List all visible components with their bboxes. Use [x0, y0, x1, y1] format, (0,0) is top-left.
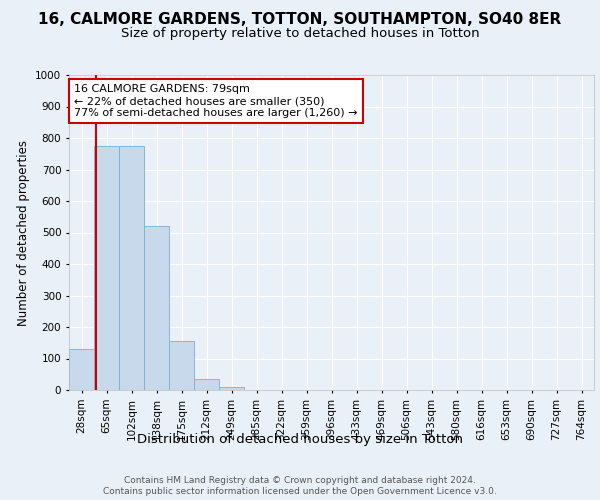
Bar: [219, 387, 244, 390]
Bar: [194, 379, 219, 390]
Bar: [94, 146, 119, 390]
Bar: [119, 146, 144, 390]
Text: Contains public sector information licensed under the Open Government Licence v3: Contains public sector information licen…: [103, 488, 497, 496]
Text: Distribution of detached houses by size in Totton: Distribution of detached houses by size …: [137, 432, 463, 446]
Bar: [144, 226, 169, 390]
Text: Contains HM Land Registry data © Crown copyright and database right 2024.: Contains HM Land Registry data © Crown c…: [124, 476, 476, 485]
Text: 16, CALMORE GARDENS, TOTTON, SOUTHAMPTON, SO40 8ER: 16, CALMORE GARDENS, TOTTON, SOUTHAMPTON…: [38, 12, 562, 28]
Text: Size of property relative to detached houses in Totton: Size of property relative to detached ho…: [121, 28, 479, 40]
Bar: [169, 341, 194, 390]
Text: 16 CALMORE GARDENS: 79sqm
← 22% of detached houses are smaller (350)
77% of semi: 16 CALMORE GARDENS: 79sqm ← 22% of detac…: [74, 84, 358, 117]
Y-axis label: Number of detached properties: Number of detached properties: [17, 140, 29, 326]
Bar: [69, 349, 94, 390]
